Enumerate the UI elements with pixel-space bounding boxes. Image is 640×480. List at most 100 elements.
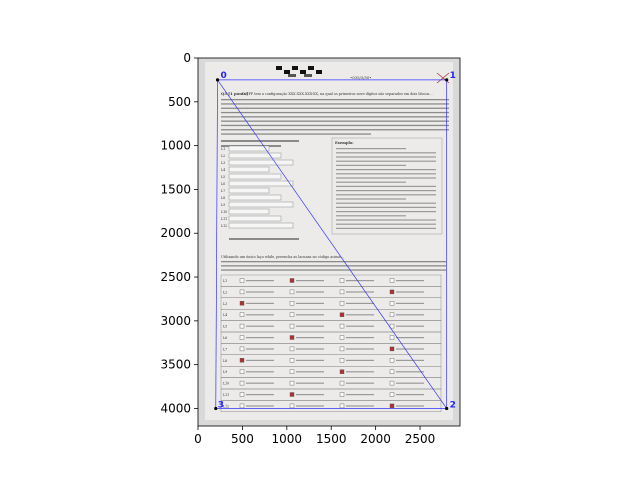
answer-checkbox xyxy=(239,369,245,374)
x-tick-label: 500 xyxy=(231,432,254,446)
axes-frame xyxy=(197,57,461,427)
answer-row-label: L7 xyxy=(223,347,227,351)
answer-option-text xyxy=(346,371,374,373)
answer-option-text xyxy=(346,382,374,384)
answer-row-label: L9 xyxy=(223,370,227,374)
example-line xyxy=(336,185,436,187)
corner-polygon: 0 1 2 3 xyxy=(214,71,456,411)
answer-checkbox xyxy=(239,335,245,340)
answer-checkbox xyxy=(289,358,295,363)
code-line-label: L6 xyxy=(221,182,225,186)
text-line xyxy=(221,124,449,127)
answer-option-text xyxy=(346,348,374,350)
example-line xyxy=(336,181,406,183)
answer-option-text xyxy=(396,405,424,407)
code-line-label: L5 xyxy=(221,175,225,179)
answer-option-text xyxy=(296,405,324,407)
question-title: Q3 [1 ponto] xyxy=(221,91,248,96)
bottom-paragraph xyxy=(221,261,446,271)
answer-checkbox xyxy=(339,403,345,409)
text-line xyxy=(221,103,449,105)
corner-point xyxy=(445,406,449,411)
answer-checkbox xyxy=(339,323,345,329)
x-tick-label: 2500 xyxy=(405,432,436,446)
code-line-label: L7 xyxy=(221,189,225,193)
y-tick-label: 2000 xyxy=(160,226,191,240)
answer-option-text xyxy=(246,302,274,304)
code-blank-box xyxy=(228,222,294,229)
x-tick-label: 2000 xyxy=(360,432,391,446)
answer-checkbox xyxy=(389,323,395,329)
example-line xyxy=(336,173,436,175)
y-tick-label: 1500 xyxy=(160,182,191,196)
code-line-label: L11 xyxy=(221,217,227,221)
answer-option-text xyxy=(246,291,274,293)
answer-checkbox xyxy=(239,403,245,409)
answer-checkbox xyxy=(389,392,395,397)
code-line-label: L8 xyxy=(221,196,225,200)
answer-option-text xyxy=(346,314,374,316)
answer-checkbox xyxy=(389,289,395,295)
answer-checkbox xyxy=(339,392,345,397)
answer-option-text xyxy=(296,314,324,316)
polygon-edge xyxy=(215,79,218,409)
answer-checkbox xyxy=(339,289,345,295)
corner-label: 0 xyxy=(221,71,227,81)
answer-option-text xyxy=(396,337,424,339)
answer-checkbox xyxy=(389,312,395,317)
example-line xyxy=(336,194,436,196)
corner-point xyxy=(215,78,220,82)
answer-checkbox xyxy=(339,301,345,306)
code-blank-box xyxy=(228,194,282,201)
text-line xyxy=(221,129,449,131)
answer-checkbox xyxy=(239,392,245,397)
answer-option-text xyxy=(296,359,324,361)
example-line xyxy=(336,198,406,200)
text-line xyxy=(221,269,446,271)
example-line xyxy=(336,156,436,158)
corner-point xyxy=(214,406,218,411)
axes: 0 500 1000 1500 2000 2500 0 500 1000 1500 2000 250… xyxy=(160,51,461,446)
code-blank-box xyxy=(228,166,270,173)
answer-checkbox xyxy=(239,301,245,306)
answer-option-text xyxy=(246,394,274,396)
answer-row-label: L10 xyxy=(223,382,229,386)
answer-checkbox xyxy=(239,278,245,283)
answer-checkbox xyxy=(289,380,295,386)
answer-option-text xyxy=(246,337,274,339)
answer-option-text xyxy=(246,371,274,373)
text-line xyxy=(221,265,446,267)
text-line xyxy=(221,107,449,109)
text-line xyxy=(221,133,371,135)
answer-checkbox xyxy=(289,403,295,409)
code-line-label: L1 xyxy=(221,147,225,151)
example-line xyxy=(336,211,436,213)
answer-checkbox xyxy=(289,278,295,283)
answer-checkbox xyxy=(339,335,345,340)
answer-option-text xyxy=(296,382,324,384)
answer-option-text xyxy=(396,371,424,373)
answer-checkbox xyxy=(339,358,345,363)
answer-checkbox xyxy=(239,380,245,386)
y-tick-label: 4000 xyxy=(160,401,191,415)
example-line xyxy=(336,148,406,150)
code-blank-box xyxy=(228,152,282,159)
example-label: Exemplo: xyxy=(335,141,354,145)
answer-option-text xyxy=(396,302,424,304)
answer-checkbox xyxy=(339,346,345,352)
answer-option-text xyxy=(346,337,374,339)
example-line xyxy=(336,206,436,208)
answer-row-label: L1 xyxy=(223,279,227,283)
answer-row-label: L8 xyxy=(223,359,227,363)
answer-checkbox xyxy=(289,392,295,397)
example-line xyxy=(336,177,436,179)
answer-row-label: L4 xyxy=(223,313,227,317)
question-intro: O CPF tem a configuração XXX.XXX.XXX-XX,… xyxy=(242,92,433,96)
code-line-label: L12 xyxy=(221,224,227,228)
code-blank-box xyxy=(228,180,294,187)
answer-checkbox xyxy=(289,369,295,374)
answer-option-text xyxy=(346,280,374,282)
answer-row-label: L2 xyxy=(223,290,227,294)
code-blank-box xyxy=(228,159,294,166)
